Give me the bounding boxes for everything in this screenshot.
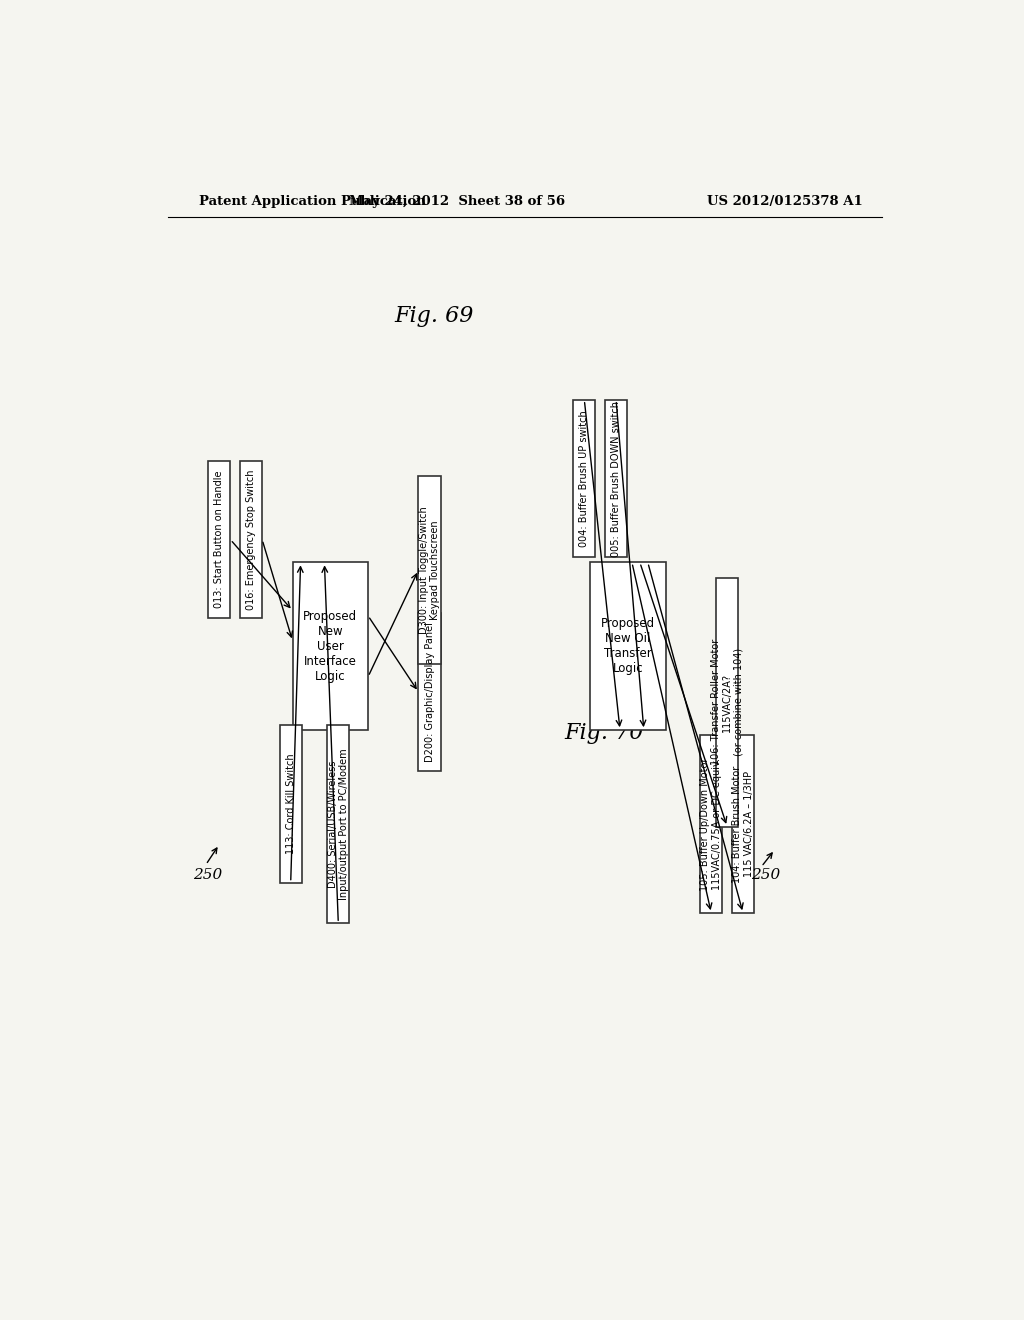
Text: 016: Emergency Stop Switch: 016: Emergency Stop Switch — [246, 470, 256, 610]
Bar — [328, 725, 349, 923]
Text: Fig. 69: Fig. 69 — [394, 305, 473, 327]
Text: May 24, 2012  Sheet 38 of 56: May 24, 2012 Sheet 38 of 56 — [349, 194, 565, 207]
Text: 250: 250 — [194, 869, 222, 882]
Bar — [732, 735, 754, 913]
Text: D400: Serial/USB/Wireless
Input/output Port to PC/Modem: D400: Serial/USB/Wireless Input/output P… — [328, 748, 349, 900]
Bar — [419, 477, 440, 664]
Bar — [590, 562, 666, 730]
Text: 005: Buffer Brush DOWN switch: 005: Buffer Brush DOWN switch — [611, 400, 622, 557]
Text: D200: Graphic/Display Panel: D200: Graphic/Display Panel — [425, 622, 434, 762]
Bar — [240, 461, 262, 618]
Text: 004: Buffer Brush UP switch: 004: Buffer Brush UP switch — [580, 411, 590, 546]
Bar — [208, 461, 230, 618]
Text: Proposed
New
User
Interface
Logic: Proposed New User Interface Logic — [303, 610, 357, 682]
Bar — [293, 562, 368, 730]
Text: Proposed
New Oil
Transfer
Logic: Proposed New Oil Transfer Logic — [601, 618, 655, 676]
Text: D300: Input Toggle/Switch
Keypad Touchscreen: D300: Input Toggle/Switch Keypad Touchsc… — [419, 506, 440, 634]
Text: 104: Buffer Brush Motor
115 VAC/6.2A – 1/3HP: 104: Buffer Brush Motor 115 VAC/6.2A – 1… — [732, 766, 754, 883]
Text: 013: Start Button on Handle: 013: Start Button on Handle — [214, 471, 224, 609]
Text: US 2012/0125378 A1: US 2012/0125378 A1 — [708, 194, 863, 207]
Bar — [605, 400, 627, 557]
Bar — [700, 735, 722, 913]
Text: 113: Cord Kill Switch: 113: Cord Kill Switch — [286, 754, 296, 854]
Text: 106: Transfer Roller Motor
115VAC/2A?
(or combine with 104): 106: Transfer Roller Motor 115VAC/2A? (o… — [711, 639, 743, 766]
Text: Fig. 70: Fig. 70 — [564, 722, 644, 743]
Bar — [573, 400, 595, 557]
Bar — [716, 578, 738, 826]
Bar — [419, 614, 440, 771]
Text: 250: 250 — [751, 869, 780, 882]
Text: Patent Application Publication: Patent Application Publication — [200, 194, 426, 207]
Text: 105: Buffer Up/Down Motor
115VAC/0.75A or DC equiv.: 105: Buffer Up/Down Motor 115VAC/0.75A o… — [700, 758, 722, 891]
Bar — [280, 725, 302, 883]
